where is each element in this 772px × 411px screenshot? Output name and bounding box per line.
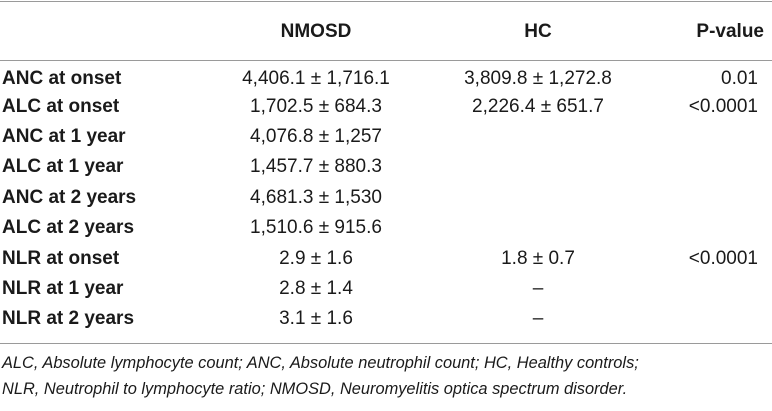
nmosd-value: 2.9 ± 1.6 bbox=[279, 247, 353, 269]
p-value bbox=[652, 304, 772, 334]
nmosd-value: 1,702.5 ± 684.3 bbox=[250, 95, 382, 117]
nmosd-value: 1,510.6 ± 915.6 bbox=[250, 217, 382, 239]
row-label: NLR at 2 years bbox=[2, 308, 135, 330]
p-value: <0.0001 bbox=[688, 95, 758, 117]
hc-value: – bbox=[532, 308, 544, 330]
p-value bbox=[652, 274, 772, 304]
nmosd-value: 4,406.1 ± 1,716.1 bbox=[242, 68, 390, 90]
nmosd-value: 3.1 ± 1.6 bbox=[279, 308, 353, 330]
header-nmosd: NMOSD bbox=[280, 20, 352, 42]
table-row: ANC at 2 years 4,681.3 ± 1,530 bbox=[0, 183, 772, 213]
table-top-rule bbox=[0, 1, 772, 2]
row-label: NLR at 1 year bbox=[2, 277, 124, 299]
table-footnote: ALC, Absolute lymphocyte count; ANC, Abs… bbox=[2, 350, 770, 402]
row-label: ALC at 1 year bbox=[2, 156, 124, 178]
table-row: ANC at onset 4,406.1 ± 1,716.1 3,809.8 ±… bbox=[0, 61, 772, 91]
nmosd-value: 4,076.8 ± 1,257 bbox=[250, 125, 382, 147]
nmosd-value: 2.8 ± 1.4 bbox=[279, 277, 353, 299]
table-row: ALC at 2 years 1,510.6 ± 915.6 bbox=[0, 213, 772, 243]
row-label: ALC at onset bbox=[2, 95, 120, 117]
results-table: NMOSD HC P-value ANC at onset 4,406.1 ± … bbox=[0, 0, 772, 334]
hc-value: 2,226.4 ± 651.7 bbox=[472, 95, 604, 117]
hc-value bbox=[424, 122, 652, 152]
hc-value bbox=[424, 213, 652, 243]
table-row: NLR at 1 year 2.8 ± 1.4 – bbox=[0, 274, 772, 304]
p-value: 0.01 bbox=[721, 68, 758, 90]
hc-value: 3,809.8 ± 1,272.8 bbox=[464, 68, 612, 90]
header-hc: HC bbox=[524, 20, 552, 42]
table-row: ANC at 1 year 4,076.8 ± 1,257 bbox=[0, 122, 772, 152]
row-label: ANC at 2 years bbox=[2, 186, 137, 208]
table-header-rule bbox=[0, 60, 772, 61]
hc-value: 1.8 ± 0.7 bbox=[501, 247, 575, 269]
row-label: ALC at 2 years bbox=[2, 217, 135, 239]
row-label: ANC at 1 year bbox=[2, 125, 126, 147]
footnote-line: NLR, Neutrophil to lymphocyte ratio; NMO… bbox=[2, 380, 628, 398]
table-row: ALC at 1 year 1,457.7 ± 880.3 bbox=[0, 152, 772, 182]
p-value bbox=[652, 213, 772, 243]
p-value: <0.0001 bbox=[688, 247, 758, 269]
table-row: ALC at onset 1,702.5 ± 684.3 2,226.4 ± 6… bbox=[0, 91, 772, 121]
p-value bbox=[652, 152, 772, 182]
p-value bbox=[652, 183, 772, 213]
nmosd-value: 4,681.3 ± 1,530 bbox=[250, 186, 382, 208]
p-value bbox=[652, 122, 772, 152]
row-label: ANC at onset bbox=[2, 68, 122, 90]
hc-value bbox=[424, 152, 652, 182]
hc-value: – bbox=[532, 277, 544, 299]
header-p-value: P-value bbox=[696, 20, 764, 42]
row-label: NLR at onset bbox=[2, 247, 120, 269]
footnote-line: ALC, Absolute lymphocyte count; ANC, Abs… bbox=[2, 354, 639, 372]
table-bottom-rule bbox=[0, 343, 772, 344]
table-header-row: NMOSD HC P-value bbox=[0, 0, 772, 61]
table-row: NLR at onset 2.9 ± 1.6 1.8 ± 0.7 <0.0001 bbox=[0, 243, 772, 273]
header-blank bbox=[0, 0, 208, 61]
nmosd-value: 1,457.7 ± 880.3 bbox=[250, 156, 382, 178]
table-row: NLR at 2 years 3.1 ± 1.6 – bbox=[0, 304, 772, 334]
hc-value bbox=[424, 183, 652, 213]
